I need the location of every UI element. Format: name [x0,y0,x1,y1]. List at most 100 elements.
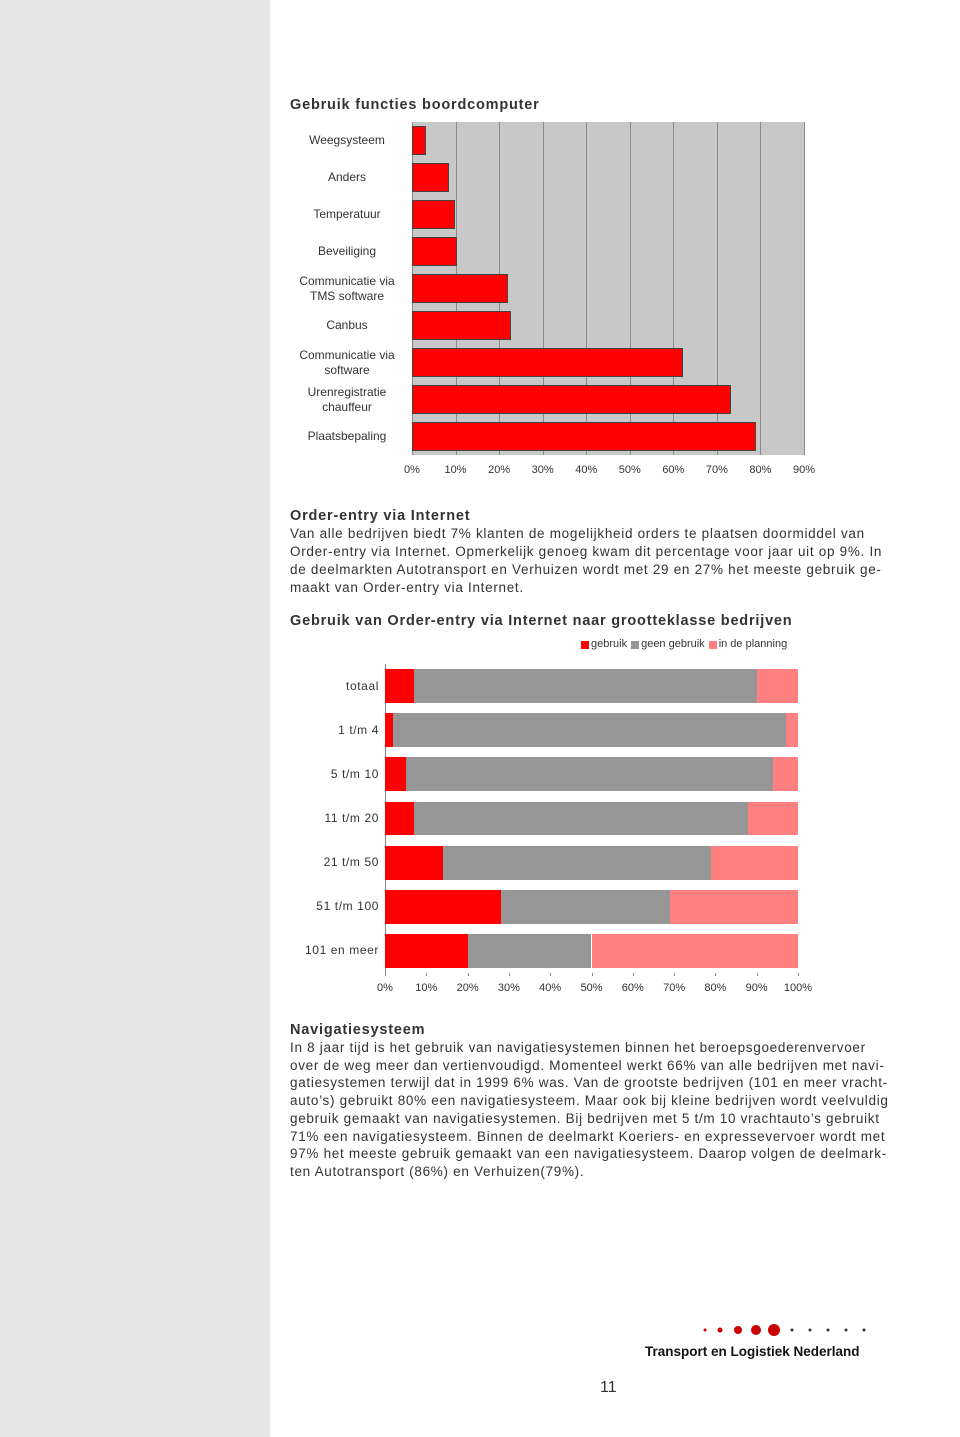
x-tick-label: 40% [539,982,562,994]
grid-line [542,122,544,455]
y-tick-label: Temperatuur [313,207,381,221]
bar [412,348,683,377]
x-tick-label: 70% [663,982,686,994]
tick-mark [426,973,428,976]
grid-line [716,122,718,455]
x-tick-label: 70% [705,464,728,476]
bar-segment [785,713,798,748]
tick-mark [756,973,758,976]
text-line: Van alle bedrijven biedt 7% klanten de m… [290,526,865,541]
side-band [0,0,270,1437]
x-tick-label: 20% [456,982,479,994]
x-tick-label: 20% [488,464,511,476]
text-line: de deelmarkten Autotransport en Verhuize… [290,562,882,577]
x-tick-label: 90% [792,464,816,476]
y-tick-label: totaal [346,678,379,693]
bar-segment [442,845,712,880]
legend-label: gebruik [591,638,628,650]
x-tick-label: 60% [662,464,685,476]
x-tick-label: 0% [404,464,420,476]
x-tick-label: 60% [621,982,644,994]
bar-segment [385,933,468,968]
bar-segment [773,757,798,792]
bar-segment [385,713,394,748]
bar-segment [500,889,670,924]
text-line: gebruik gemaakt van navigatiesystemen. B… [290,1110,880,1126]
y-tick-label: Communicatie via TMS software [299,273,395,303]
page-number: 11 [600,1379,617,1396]
logo: Transport en Logistiek Nederland [645,1320,905,1360]
bar [412,163,450,192]
text-line: 97% het meeste gebruik gemaakt van een n… [290,1146,887,1162]
x-tick-label: 50% [580,982,603,994]
tick-mark [632,973,634,976]
y-tick-label: 101 en meer [305,943,379,958]
bar-segment [405,757,774,792]
bar-segment [385,801,414,836]
bar-segment [413,801,749,836]
x-tick-label: 80% [749,464,772,476]
y-tick-label: 21 t/m 50 [323,855,379,870]
x-tick-label: 100% [783,982,813,994]
y-tick-label: 5 t/m 10 [330,766,379,781]
grid-line [673,122,675,455]
tick-mark [798,973,799,976]
logo-text: Transport en Logistiek Nederland [645,1344,860,1359]
bar-segment [467,933,592,968]
y-tick-label: Communicatie via software [299,347,395,377]
text-line: gatiesystemen terwijl dat in 1999 6% was… [290,1075,888,1091]
tick-mark [508,973,510,976]
x-tick-label: 10% [444,464,467,476]
text-line: maakt van Order-entry via Internet. [290,580,524,595]
x-tick-label: 80% [704,982,727,994]
section-heading: Order-entry via Internet [290,508,471,524]
tick-mark [591,973,593,976]
tick-mark [715,973,717,976]
bar-segment [748,801,798,836]
section-heading: Navigatiesysteem [290,1022,426,1038]
y-tick-label: Urenregistratie chauffeur [307,384,387,414]
grid-line [586,122,588,455]
x-tick-label: 30% [531,464,554,476]
text-line: ten Autotransport (86%) en Verhuizen(79%… [290,1163,585,1179]
grid-line [760,122,762,455]
legend-swatch [581,641,589,649]
x-tick-label: 90% [745,982,768,994]
y-tick-label: Anders [327,170,367,184]
grid-line [804,122,805,455]
x-tick-label: 0% [377,982,393,994]
x-tick-label: 50% [618,464,641,476]
bar [412,126,426,155]
x-tick-label: 30% [497,982,520,994]
tick-mark [674,973,676,976]
x-tick-label: 40% [575,464,598,476]
tick-mark [385,973,386,976]
bar-segment [591,933,798,968]
text-line: 71% een navigatiesysteem. Binnen de deel… [290,1128,886,1144]
bar [412,274,508,303]
bar-segment [385,669,414,704]
y-tick-label: 11 t/m 20 [324,810,379,825]
text-line: Order-entry via Internet. Opmerkelijk ge… [290,544,883,559]
y-tick-label: 1 t/m 4 [338,722,379,737]
legend-label: geen gebruik [641,638,705,650]
bar-segment [413,669,757,704]
text-line: In 8 jaar tijd is het gebruik van naviga… [290,1040,866,1055]
y-tick-label: Weegsysteem [309,133,385,147]
y-tick-label: Beveiliging [317,244,377,258]
y-tick-label: 51 t/m 100 [316,899,379,914]
legend-swatch [708,641,717,649]
text-line: auto’s) gebruikt 80% een navigatiesystee… [290,1093,889,1109]
chart-title: Gebruik van Order-entry via Internet naa… [290,613,793,629]
bar-segment [669,889,798,924]
x-tick-label: 10% [415,982,438,994]
y-tick-label: Plaatsbepaling [307,429,387,443]
bar [412,237,457,266]
y-tick-label: Canbus [326,318,368,332]
legend-label: in de planning [718,638,788,650]
bar [412,200,456,229]
bar-segment [711,845,798,880]
bar-segment [385,757,406,792]
legend-swatch [631,641,640,649]
